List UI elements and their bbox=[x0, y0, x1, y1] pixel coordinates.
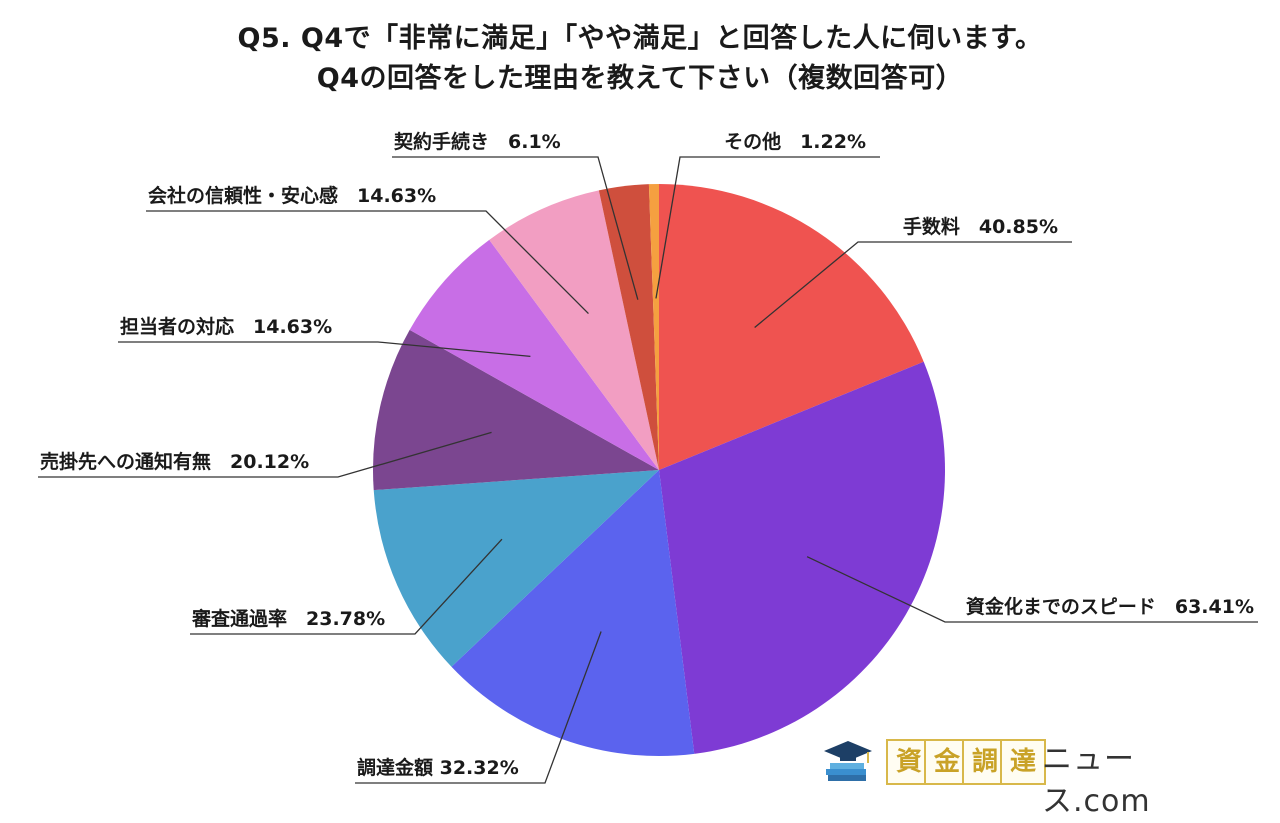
slice-label: 売掛先への通知有無 20.12% bbox=[40, 450, 309, 473]
slice-label: 手数料 40.85% bbox=[903, 215, 1058, 238]
pie-slice bbox=[373, 329, 659, 491]
chart-title-line2: Q4の回答をした理由を教えて下さい（複数回答可） bbox=[316, 63, 964, 94]
leader-line bbox=[146, 210, 589, 315]
pie-slice bbox=[451, 470, 695, 756]
slice-label: 審査通過率 23.78% bbox=[191, 607, 385, 630]
leader-line bbox=[118, 341, 531, 358]
pie-slice bbox=[648, 184, 659, 470]
logo-suffix: ニュース.com bbox=[1042, 742, 1151, 819]
slice-label: 調達金額 32.32% bbox=[357, 756, 519, 779]
slice-label: 契約手続き 6.1% bbox=[393, 130, 561, 153]
leader-line bbox=[38, 431, 492, 478]
pie-slice bbox=[659, 184, 924, 470]
pie-slice bbox=[598, 184, 659, 470]
slice-label: 資金化までのスピード 63.41% bbox=[966, 595, 1254, 618]
slice-label: 会社の信頼性・安心感 14.63% bbox=[148, 184, 436, 207]
leader-line bbox=[190, 538, 503, 635]
leader-line bbox=[392, 156, 639, 300]
logo-char-4: 達 bbox=[1000, 739, 1046, 785]
slice-label: 担当者の対応 14.63% bbox=[120, 315, 332, 338]
leader-line bbox=[806, 556, 1258, 623]
leader-line bbox=[355, 631, 602, 784]
pie-slice bbox=[489, 190, 659, 470]
pie-slice bbox=[659, 361, 945, 754]
graduation-cap-books-icon bbox=[824, 741, 872, 781]
leader-line bbox=[655, 156, 880, 299]
pie-slice bbox=[409, 239, 659, 470]
slice-label: その他 1.22% bbox=[724, 130, 866, 153]
pie-slice bbox=[373, 470, 659, 667]
leader-line bbox=[754, 241, 1072, 329]
site-logo: 資 金 調 達 ニュース.com bbox=[820, 735, 1240, 819]
chart-title-line1: Q5. Q4で「非常に満足」「やや満足」と回答した人に伺います。 bbox=[237, 23, 1043, 54]
